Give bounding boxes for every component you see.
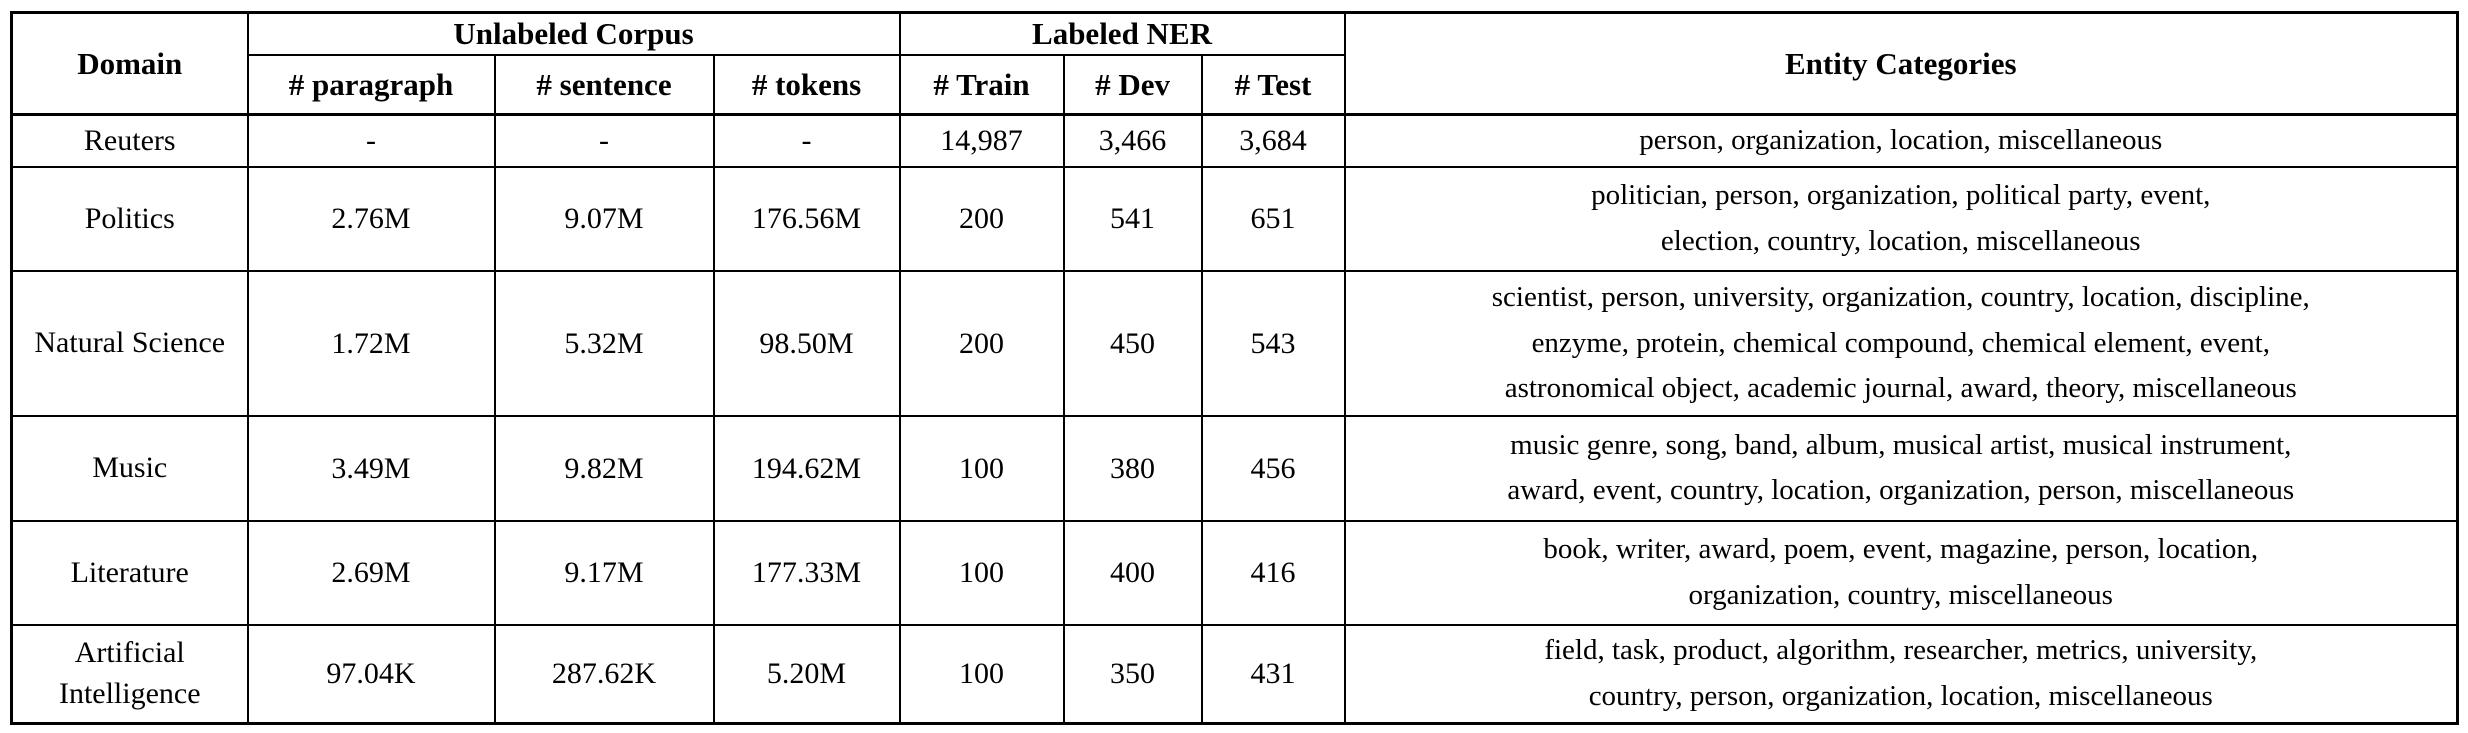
sentence-cell: 287.62K [493, 623, 715, 725]
table-row-reuters: Reuters - - - 14,987 3,466 3,684 person,… [10, 113, 2459, 168]
sentence-cell: 5.32M [493, 269, 715, 417]
paragraph-cell: 1.72M [246, 269, 496, 417]
labeled-ner-group-header: Labeled NER [898, 11, 1346, 56]
paragraph-cell: - [246, 113, 496, 168]
header-sub-row: # paragraph # sentence # tokens # Train … [12, 53, 2458, 116]
train-cell: 14,987 [898, 113, 1065, 168]
paragraph-cell: 97.04K [246, 623, 496, 725]
tokens-column-header: # tokens [712, 53, 901, 116]
test-cell: 3,684 [1200, 113, 1346, 168]
test-cell: 431 [1200, 623, 1346, 725]
domain-column-header: Domain [10, 11, 249, 116]
unlabeled-corpus-group-header: Unlabeled Corpus [246, 11, 901, 56]
sentence-cell: 9.07M [493, 165, 715, 272]
dev-cell: 3,466 [1062, 113, 1203, 168]
paragraph-cell: 2.76M [246, 165, 496, 272]
train-cell: 100 [898, 519, 1065, 626]
table-row-artificial-intelligence: Artificial Intelligence 97.04K 287.62K 5… [10, 623, 2459, 725]
dev-cell: 350 [1062, 623, 1203, 725]
table-body: Reuters - - - 14,987 3,466 3,684 person,… [10, 113, 2459, 725]
table-row-natural-science: Natural Science 1.72M 5.32M 98.50M 200 4… [10, 269, 2459, 417]
table-row-music: Music 3.49M 9.82M 194.62M 100 380 456 mu… [10, 414, 2459, 522]
sentence-cell: 9.17M [493, 519, 715, 626]
table-header: Domain Unlabeled Corpus Labeled NER Enti… [10, 11, 2459, 116]
table-row-politics: Politics 2.76M 9.07M 176.56M 200 541 651… [10, 165, 2459, 272]
sentence-column-header: # sentence [493, 53, 715, 116]
dataset-statistics-table: Domain Unlabeled Corpus Labeled NER Enti… [10, 11, 2460, 725]
dev-cell: 400 [1062, 519, 1203, 626]
domain-cell: Reuters [10, 113, 249, 168]
train-column-header: # Train [898, 53, 1065, 116]
paragraph-cell: 3.49M [246, 414, 496, 522]
dev-cell: 380 [1062, 414, 1203, 522]
train-cell: 200 [898, 165, 1065, 272]
entities-cell: politician, person, organization, politi… [1343, 165, 2459, 272]
tokens-cell: 176.56M [712, 165, 901, 272]
tokens-cell: 177.33M [712, 519, 901, 626]
dev-cell: 450 [1062, 269, 1203, 417]
header-group-row: Domain Unlabeled Corpus Labeled NER Enti… [10, 11, 2459, 116]
test-cell: 456 [1200, 414, 1346, 522]
tokens-cell: 194.62M [712, 414, 901, 522]
test-cell: 651 [1200, 165, 1346, 272]
entities-cell: book, writer, award, poem, event, magazi… [1343, 519, 2459, 626]
domain-cell: Politics [10, 165, 249, 272]
entities-cell: music genre, song, band, album, musical … [1343, 414, 2459, 522]
tokens-cell: - [712, 113, 901, 168]
table-row-literature: Literature 2.69M 9.17M 177.33M 100 400 4… [10, 519, 2459, 626]
domain-cell: Artificial Intelligence [10, 623, 249, 725]
entity-categories-column-header: Entity Categories [1343, 11, 2459, 116]
train-cell: 100 [898, 414, 1065, 522]
entities-cell: scientist, person, university, organizat… [1343, 269, 2459, 417]
test-cell: 416 [1200, 519, 1346, 626]
sentence-cell: - [493, 113, 715, 168]
domain-cell: Music [10, 414, 249, 522]
entities-cell: person, organization, location, miscella… [1343, 113, 2459, 168]
domain-cell: Natural Science [10, 269, 249, 417]
train-cell: 100 [898, 623, 1065, 725]
paragraph-column-header: # paragraph [246, 53, 496, 116]
entities-cell: field, task, product, algorithm, researc… [1343, 623, 2459, 725]
tokens-cell: 5.20M [712, 623, 901, 725]
paragraph-cell: 2.69M [246, 519, 496, 626]
test-column-header: # Test [1200, 53, 1346, 116]
train-cell: 200 [898, 269, 1065, 417]
tokens-cell: 98.50M [712, 269, 901, 417]
test-cell: 543 [1200, 269, 1346, 417]
dev-cell: 541 [1062, 165, 1203, 272]
sentence-cell: 9.82M [493, 414, 715, 522]
domain-cell: Literature [10, 519, 249, 626]
dev-column-header: # Dev [1062, 53, 1203, 116]
